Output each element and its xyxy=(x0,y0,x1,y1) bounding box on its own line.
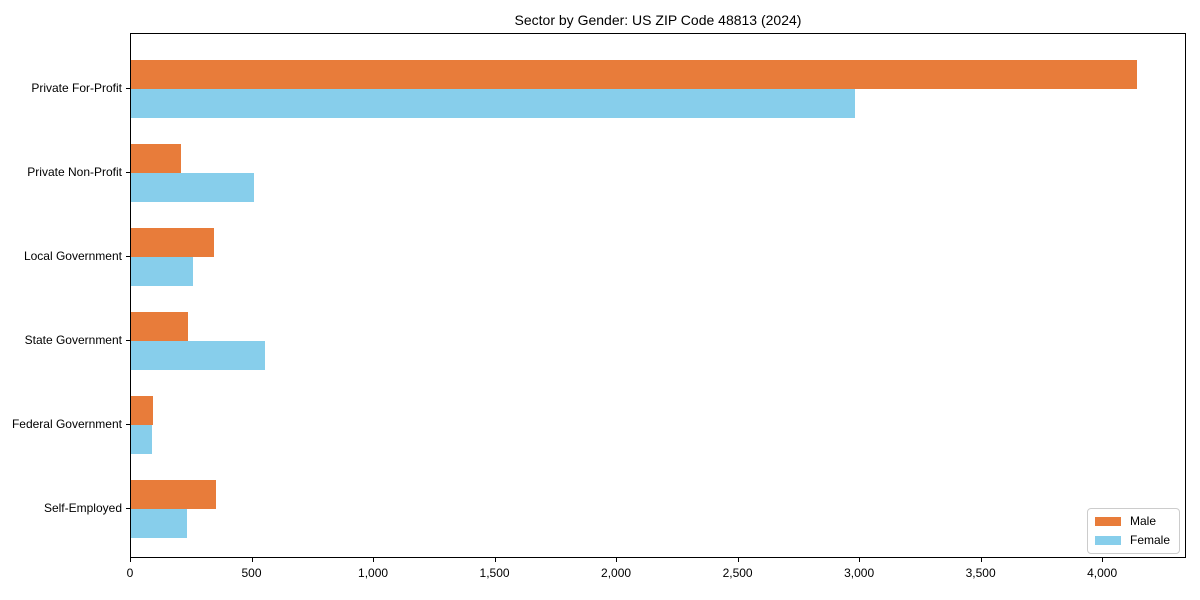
legend: Male Female xyxy=(1086,508,1180,554)
y-tick-label-self-employed: Self-Employed xyxy=(43,501,122,515)
bar-female-private-non-profit xyxy=(131,173,254,202)
bar-male-federal-government xyxy=(131,396,153,425)
y-tick-label-local-government: Local Government xyxy=(23,249,122,263)
x-tick-label-3-500: 3,500 xyxy=(965,566,996,580)
x-tick-mark xyxy=(494,558,496,562)
legend-label-female: Female xyxy=(1129,533,1170,547)
x-tick-mark xyxy=(251,558,253,562)
y-tick-label-federal-government: Federal Government xyxy=(11,417,122,431)
x-tick-label-0: 0 xyxy=(126,566,134,580)
bar-female-self-employed xyxy=(131,509,187,538)
bar-female-state-government xyxy=(131,341,265,370)
y-tick-mark xyxy=(126,508,130,509)
bar-female-local-government xyxy=(131,257,193,286)
bar-female-federal-government xyxy=(131,425,152,454)
x-tick-mark xyxy=(859,558,861,562)
y-tick-mark xyxy=(126,172,130,173)
legend-swatch-male xyxy=(1094,517,1121,526)
legend-item-male: Male xyxy=(1094,514,1170,528)
plot-area: Male Female xyxy=(130,33,1186,558)
x-tick-label-2-000: 2,000 xyxy=(601,566,632,580)
x-tick-label-1-500: 1,500 xyxy=(479,566,510,580)
y-tick-label-private-non-profit: Private Non-Profit xyxy=(27,165,122,179)
x-tick-mark xyxy=(616,558,618,562)
x-tick-mark xyxy=(1102,558,1104,562)
y-tick-mark xyxy=(126,256,130,257)
x-tick-mark xyxy=(737,558,739,562)
bar-male-private-non-profit xyxy=(131,144,181,173)
chart-title: Sector by Gender: US ZIP Code 48813 (202… xyxy=(514,12,802,28)
legend-swatch-female xyxy=(1094,536,1121,545)
y-tick-label-private-for-profit: Private For-Profit xyxy=(31,81,122,95)
x-tick-label-500: 500 xyxy=(241,566,262,580)
x-tick-label-2-500: 2,500 xyxy=(722,566,753,580)
bar-female-private-for-profit xyxy=(131,89,855,118)
y-tick-mark xyxy=(126,424,130,425)
bar-male-self-employed xyxy=(131,480,216,509)
y-tick-label-state-government: State Government xyxy=(24,333,122,347)
x-tick-label-4-000: 4,000 xyxy=(1087,566,1118,580)
bar-male-private-for-profit xyxy=(131,60,1137,89)
x-tick-label-3-000: 3,000 xyxy=(844,566,875,580)
legend-item-female: Female xyxy=(1094,533,1170,547)
bar-male-local-government xyxy=(131,228,214,257)
legend-label-male: Male xyxy=(1129,514,1156,528)
x-tick-mark xyxy=(130,558,131,562)
bar-male-state-government xyxy=(131,312,188,341)
y-tick-mark xyxy=(126,340,130,341)
x-tick-label-1-000: 1,000 xyxy=(358,566,389,580)
x-tick-mark xyxy=(373,558,375,562)
x-tick-mark xyxy=(980,558,982,562)
y-tick-mark xyxy=(126,88,130,89)
